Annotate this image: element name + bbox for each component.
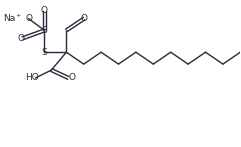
Text: O: O — [25, 14, 32, 23]
Text: O: O — [41, 6, 48, 15]
Text: Na: Na — [4, 14, 16, 23]
Text: S: S — [41, 48, 47, 57]
Text: O: O — [81, 14, 88, 23]
Text: O: O — [17, 34, 24, 43]
Text: O: O — [69, 74, 76, 82]
Text: S: S — [41, 26, 47, 35]
Text: HO: HO — [25, 74, 38, 82]
Text: +: + — [15, 13, 20, 18]
